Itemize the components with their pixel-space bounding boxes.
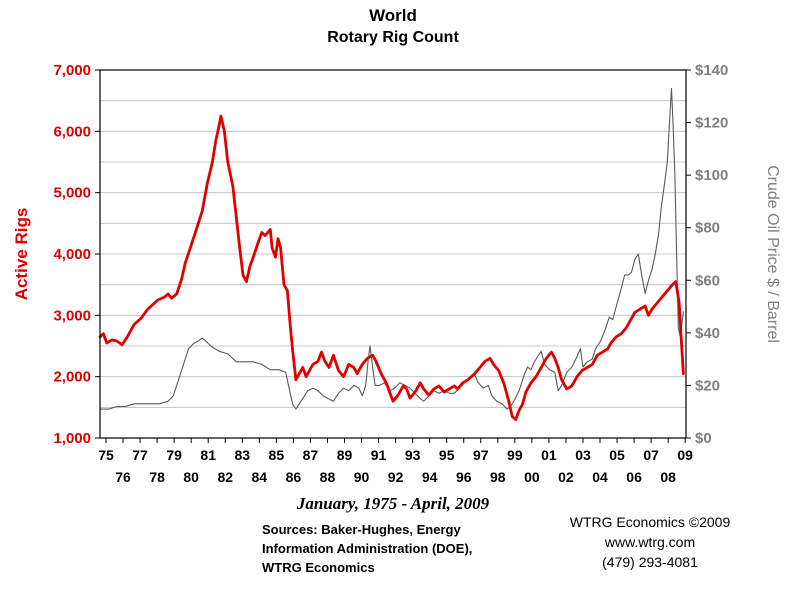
x-tick-label: 76 (115, 469, 131, 485)
rigs-line (98, 114, 685, 422)
oil-price-line (99, 87, 684, 410)
x-tick-label: 02 (558, 469, 574, 485)
sources-note: Sources: Baker-Hughes, Energy Informatio… (262, 520, 472, 577)
x-tick-label: 01 (541, 447, 557, 463)
x-tick-label: 78 (149, 469, 165, 485)
x-tick-label: 91 (371, 447, 387, 463)
x-tick-label: 98 (490, 469, 506, 485)
x-tick-label: 07 (643, 447, 659, 463)
right-tick-label: $120 (695, 115, 728, 132)
x-tick-label: 77 (132, 447, 148, 463)
x-tick-label: 85 (269, 447, 285, 463)
right-tick-label: $60 (695, 272, 720, 289)
left-tick-label: 5,000 (53, 185, 91, 202)
chart-title-line1: World (369, 6, 417, 25)
x-tick-label: 87 (303, 447, 319, 463)
x-tick-label: 83 (234, 447, 250, 463)
sources-line-3: WTRG Economics (262, 560, 375, 575)
chart-title-line2: Rotary Rig Count (327, 29, 459, 46)
x-tick-label: 09 (677, 447, 693, 463)
x-tick-label: 88 (320, 469, 336, 485)
x-tick-label: 05 (609, 447, 625, 463)
right-tick-label: $0 (695, 430, 712, 447)
x-tick-label: 08 (660, 469, 676, 485)
sources-line-1: Sources: Baker-Hughes, Energy (262, 522, 461, 537)
credit-phone: (479) 293-4081 (602, 554, 698, 570)
right-tick-label: $20 (695, 377, 720, 394)
x-tick-label: 06 (626, 469, 642, 485)
x-tick-label: 80 (183, 469, 199, 485)
x-tick-label: 96 (456, 469, 472, 485)
x-tick-label: 95 (439, 447, 455, 463)
right-tick-label: $140 (695, 62, 728, 79)
x-tick-label: 99 (507, 447, 523, 463)
right-tick-label: $100 (695, 167, 728, 184)
sources-line-2: Information Administration (DOE), (262, 541, 473, 556)
left-tick-label: 7,000 (53, 62, 91, 79)
left-tick-label: 1,000 (53, 430, 91, 447)
x-tick-label: 03 (575, 447, 591, 463)
x-tick-label: 79 (166, 447, 182, 463)
x-tick-label: 81 (200, 447, 216, 463)
x-tick-label: 93 (405, 447, 421, 463)
credit-website: www.wtrg.com (604, 534, 696, 550)
x-tick-label: 90 (354, 469, 370, 485)
x-tick-label: 04 (592, 469, 608, 485)
x-tick-label: 84 (252, 469, 268, 485)
left-tick-label: 4,000 (53, 246, 91, 263)
x-tick-label: 82 (217, 469, 233, 485)
right-tick-label: $40 (695, 325, 720, 342)
x-tick-label: 92 (388, 469, 404, 485)
date-range-caption: January, 1975 - April, 2009 (296, 494, 490, 513)
x-tick-label: 89 (337, 447, 353, 463)
left-tick-label: 2,000 (53, 369, 91, 386)
left-tick-label: 3,000 (53, 307, 91, 324)
x-tick-label: 94 (422, 469, 438, 485)
credit-publisher: WTRG Economics ©2009 (569, 514, 731, 530)
x-tick-label: 97 (473, 447, 489, 463)
credits-block: WTRG Economics ©2009 www.wtrg.com (479) … (555, 512, 745, 572)
x-tick-label: 00 (524, 469, 540, 485)
x-tick-label: 75 (98, 447, 114, 463)
x-tick-label: 86 (286, 469, 302, 485)
right-tick-label: $80 (695, 220, 720, 237)
left-tick-label: 6,000 (53, 123, 91, 140)
